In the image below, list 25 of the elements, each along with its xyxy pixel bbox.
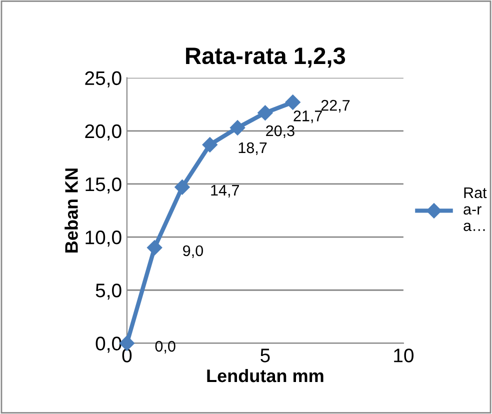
point <box>230 120 246 136</box>
point <box>258 105 273 120</box>
data-label: 14,7 <box>211 184 239 198</box>
y-tick-label: 25,0 <box>85 71 122 88</box>
y-tick-label: 0,0 <box>96 336 122 353</box>
data-label: 9,0 <box>183 245 204 258</box>
point <box>202 137 218 152</box>
y-tick-label: 5,0 <box>96 284 122 300</box>
y-tick-label: 20,0 <box>85 124 122 140</box>
data-label: 21,7 <box>294 110 322 124</box>
y-tick-label: 15,0 <box>86 177 122 194</box>
data-label: 18,7 <box>238 142 267 155</box>
point <box>174 180 190 195</box>
x-tick-label: 10 <box>394 348 414 362</box>
y-axis-title: Beban KN <box>64 168 78 252</box>
y-tick-label: 10,0 <box>86 230 122 247</box>
point <box>147 240 162 256</box>
x-axis-title: Lendutan mm <box>207 368 324 382</box>
x-tick-label: 5 <box>260 348 270 362</box>
point <box>285 94 300 110</box>
data-label: 22,7 <box>321 100 350 113</box>
data-label: 0,0 <box>155 340 176 354</box>
legend-label: Rata-ra… <box>464 188 487 232</box>
data-label: 20,3 <box>266 125 294 138</box>
chart-title: Rata-rata 1,2,3 <box>186 47 346 68</box>
